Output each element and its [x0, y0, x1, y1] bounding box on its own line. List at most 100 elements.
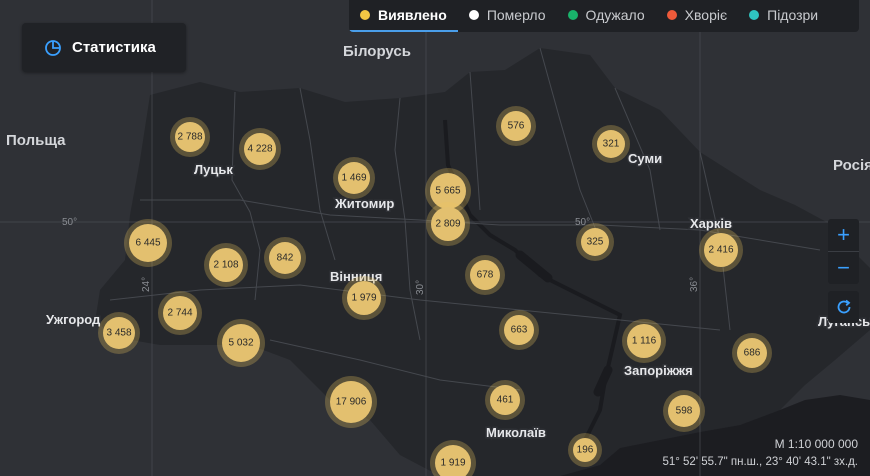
white-dot-icon [468, 10, 479, 20]
cluster-count: 1 116 [632, 336, 657, 347]
cluster-marker[interactable]: 598 [663, 390, 705, 432]
zoom-divider [828, 251, 859, 252]
cluster-marker[interactable]: 2 809 [426, 202, 470, 246]
cluster-marker[interactable]: 461 [485, 380, 525, 420]
country-label-poland: Польща [6, 132, 66, 149]
cluster-count: 2 788 [177, 132, 202, 143]
reset-view-button[interactable] [828, 291, 859, 323]
cluster-marker[interactable]: 3 458 [98, 312, 140, 354]
legend-tab-label: Підозри [767, 7, 819, 23]
cluster-count: 461 [497, 395, 514, 406]
cluster-marker[interactable]: 2 744 [158, 291, 202, 335]
legend-tab-sick[interactable]: Хворіє [656, 0, 738, 32]
pie-chart-icon [45, 39, 61, 56]
grid-label-lon-36: 36° [689, 277, 700, 292]
legend-tab-label: Виявлено [378, 7, 447, 23]
grid-label-lat-50-right: 50° [575, 217, 590, 228]
city-label-mykolaiv: Миколаїв [486, 425, 546, 440]
cluster-count: 196 [577, 445, 594, 456]
cluster-count: 325 [587, 237, 604, 248]
teal-dot-icon [749, 10, 760, 20]
zoom-in-button[interactable]: + [837, 222, 850, 247]
cluster-core [430, 173, 466, 209]
legend-tab-suspected[interactable]: Підозри [738, 0, 829, 32]
cluster-marker[interactable]: 2 416 [699, 228, 743, 272]
legend-tab-label: Померло [486, 7, 546, 23]
grid-label-lon-24: 24° [141, 277, 152, 292]
cluster-count: 3 458 [106, 328, 131, 339]
city-label-sumy: Суми [628, 151, 662, 166]
cluster-core [501, 111, 531, 141]
cluster-marker[interactable]: 1 979 [342, 276, 386, 320]
cluster-marker[interactable]: 4 228 [239, 128, 281, 170]
cluster-marker[interactable]: 5 665 [425, 168, 471, 214]
cluster-count: 321 [603, 139, 620, 150]
cluster-count: 686 [744, 348, 761, 359]
country-label-belarus: Білорусь [343, 43, 411, 60]
legend-tab-label: Хворіє [684, 7, 728, 23]
cluster-marker[interactable]: 686 [732, 333, 772, 373]
cluster-core [129, 224, 167, 262]
cluster-marker[interactable]: 6 445 [124, 219, 172, 267]
cluster-core [330, 381, 372, 423]
cluster-marker[interactable]: 663 [499, 310, 539, 350]
refresh-icon [837, 299, 850, 314]
green-dot-icon [567, 10, 578, 20]
cluster-marker[interactable]: 576 [496, 106, 536, 146]
cluster-marker[interactable]: 196 [568, 433, 602, 467]
cluster-count: 5 665 [435, 186, 460, 197]
cluster-count: 6 445 [135, 238, 160, 249]
cluster-count: 5 032 [228, 338, 253, 349]
city-label-uzhhorod: Ужгород [46, 312, 101, 327]
cluster-count: 842 [277, 253, 294, 264]
cluster-core [627, 324, 661, 358]
statistics-button[interactable]: Статистика [22, 23, 186, 72]
cluster-marker[interactable]: 678 [465, 255, 505, 295]
grid-label-lon-30: 30° [415, 280, 426, 295]
cluster-core [209, 248, 243, 282]
cluster-marker[interactable]: 2 788 [170, 117, 210, 157]
country-label-russia: Росія [833, 157, 870, 174]
yellow-dot-icon [360, 10, 370, 20]
cluster-count: 4 228 [247, 144, 272, 155]
cluster-core [581, 228, 609, 256]
cluster-count: 2 809 [435, 219, 460, 230]
cluster-count: 2 416 [708, 245, 733, 256]
cluster-marker[interactable]: 321 [592, 125, 630, 163]
cluster-marker[interactable]: 1 116 [622, 319, 666, 363]
cluster-marker[interactable]: 1 469 [333, 157, 375, 199]
cluster-core [103, 317, 135, 349]
zoom-out-button[interactable]: − [837, 255, 850, 280]
cluster-core [431, 207, 465, 241]
cluster-core [470, 260, 500, 290]
grid-label-lat-50-left: 50° [62, 217, 77, 228]
cluster-count: 17 906 [336, 397, 367, 408]
cluster-core [668, 395, 700, 427]
legend-tab-died[interactable]: Померло [458, 0, 557, 32]
city-label-zaporizhzhia: Запоріжжя [624, 363, 693, 378]
legend-tab-detected[interactable]: Виявлено [349, 0, 458, 32]
cluster-core [597, 130, 625, 158]
legend-tab-label: Одужало [585, 7, 645, 23]
cluster-marker[interactable]: 5 032 [217, 319, 265, 367]
cluster-core [163, 296, 197, 330]
cluster-core [269, 242, 301, 274]
city-label-vinnytsia: Вінниця [330, 269, 382, 284]
cluster-core [704, 233, 738, 267]
cluster-marker[interactable]: 842 [264, 237, 306, 279]
region-borders [109, 47, 821, 391]
cluster-count: 598 [676, 406, 693, 417]
cluster-count: 663 [511, 325, 528, 336]
legend-tab-recovered[interactable]: Одужало [557, 0, 656, 32]
cluster-marker[interactable]: 2 108 [204, 243, 248, 287]
cluster-marker[interactable]: 325 [576, 223, 614, 261]
black-sea [560, 395, 870, 476]
cluster-core [244, 133, 276, 165]
cluster-core [222, 324, 260, 362]
cluster-marker[interactable]: 17 906 [325, 376, 377, 428]
cursor-coordinates: 51° 52' 55.7" пн.ш., 23° 40' 43.1" зх.д. [662, 456, 858, 468]
cluster-marker[interactable]: 1 919 [430, 440, 476, 476]
cluster-core [435, 445, 471, 476]
city-label-zhytomyr: Житомир [334, 196, 394, 211]
